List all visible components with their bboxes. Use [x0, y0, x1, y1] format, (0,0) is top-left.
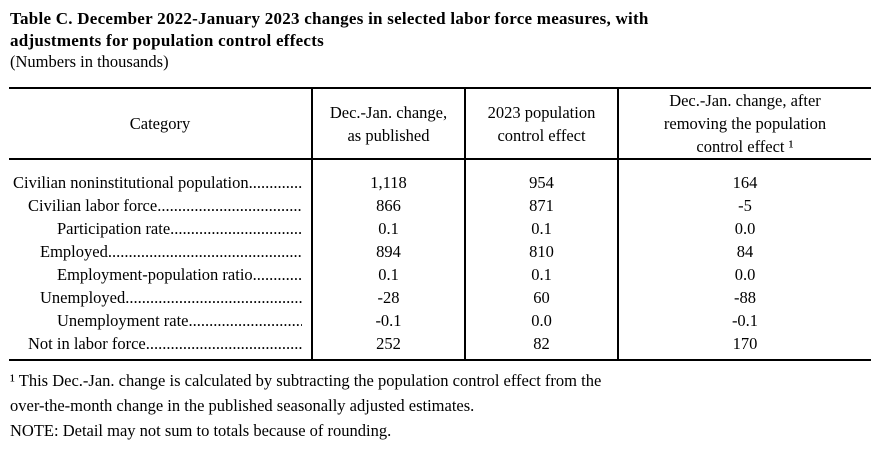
title-block: Table C. December 2022-January 2023 chan… — [10, 8, 891, 72]
value-cell: 0.0 — [464, 309, 618, 332]
value-cell: 0.1 — [464, 263, 618, 286]
value-cell: -88 — [617, 286, 871, 309]
value-cell: 0.0 — [617, 217, 871, 240]
value-cell: 60 — [464, 286, 618, 309]
category-cell: Not in labor force......................… — [9, 332, 312, 360]
value-cell: 810 — [464, 240, 618, 263]
category-cell: Unemployed..............................… — [40, 288, 302, 307]
footnote-1-line2: over-the-month change in the published s… — [10, 396, 475, 415]
value-cell: 954 — [464, 159, 618, 194]
value-cell: -28 — [311, 286, 465, 309]
dot-leader: ........................................… — [107, 242, 302, 261]
dot-leader: ........................................… — [248, 173, 302, 192]
category-cell: Participation rate......................… — [57, 219, 302, 238]
dot-leader: ........................................… — [252, 265, 302, 284]
value-cell: -0.1 — [617, 309, 871, 332]
dot-leader: ........................................… — [145, 334, 302, 353]
dot-leader: ........................................… — [125, 288, 302, 307]
category-cell: Employed................................… — [40, 242, 302, 261]
footnote-note: NOTE: Detail may not sum to totals becau… — [10, 421, 392, 440]
table-title-line2: adjustments for population control effec… — [10, 30, 324, 50]
header-change-as-published: Dec.-Jan. change, as published — [311, 88, 465, 160]
header-change-after-removing: Dec.-Jan. change, after removing the pop… — [617, 88, 871, 160]
value-cell: -5 — [617, 194, 871, 217]
table-row: Unemployed..............................… — [9, 286, 871, 309]
table-subtitle: (Numbers in thousands) — [10, 52, 169, 71]
value-cell: -0.1 — [311, 309, 465, 332]
document-page: Table C. December 2022-January 2023 chan… — [0, 8, 891, 466]
category-cell: Unemployment rate.......................… — [57, 311, 302, 330]
dot-leader: ........................................… — [157, 196, 302, 215]
category-cell: Employment-population ratio.............… — [57, 265, 302, 284]
value-cell: 866 — [311, 194, 465, 217]
table-row: Participation rate......................… — [9, 217, 871, 240]
labor-force-table: Category Dec.-Jan. change, as published … — [9, 87, 871, 361]
footnote-1-line1: ¹ This Dec.-Jan. change is calculated by… — [10, 371, 602, 390]
value-cell: 0.1 — [311, 263, 465, 286]
value-cell: 871 — [464, 194, 618, 217]
value-cell: 1,118 — [311, 159, 465, 194]
table-row: Employment-population ratio.............… — [9, 263, 871, 286]
header-row: Category Dec.-Jan. change, as published … — [9, 88, 871, 160]
table-title: Table C. December 2022-January 2023 chan… — [10, 8, 891, 51]
table-row: Not in labor force......................… — [9, 332, 871, 360]
header-category: Category — [9, 88, 312, 160]
value-cell: 170 — [617, 332, 871, 360]
table-header: Category Dec.-Jan. change, as published … — [9, 88, 871, 160]
value-cell: 0.0 — [617, 263, 871, 286]
header-population-control-effect: 2023 population control effect — [464, 88, 618, 160]
dot-leader: ........................................… — [188, 311, 302, 330]
value-cell: 0.1 — [311, 217, 465, 240]
value-cell: 0.1 — [464, 217, 618, 240]
value-cell: 252 — [311, 332, 465, 360]
category-cell: Civilian noninstitutional population....… — [13, 173, 302, 192]
value-cell: 164 — [617, 159, 871, 194]
value-cell: 894 — [311, 240, 465, 263]
table-row: Unemployment rate.......................… — [9, 309, 871, 332]
table-row: Employed................................… — [9, 240, 871, 263]
category-cell: Civilian labor force....................… — [28, 196, 302, 215]
table-title-line1: Table C. December 2022-January 2023 chan… — [10, 9, 649, 28]
footnotes: ¹ This Dec.-Jan. change is calculated by… — [10, 368, 891, 443]
table-row: Civilian noninstitutional population....… — [9, 159, 871, 194]
dot-leader: ........................................… — [170, 219, 302, 238]
table-body: Civilian noninstitutional population....… — [9, 159, 871, 360]
table-row: Civilian labor force....................… — [9, 194, 871, 217]
value-cell: 84 — [617, 240, 871, 263]
value-cell: 82 — [464, 332, 618, 360]
